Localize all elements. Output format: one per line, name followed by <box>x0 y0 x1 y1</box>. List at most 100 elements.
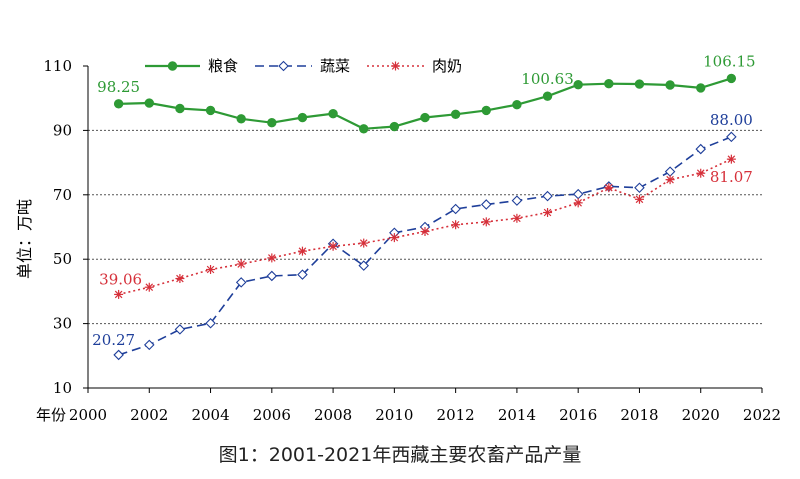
data-point <box>512 99 522 110</box>
data-point <box>696 83 706 93</box>
x-tick-label: 2004 <box>191 406 229 424</box>
data-point <box>481 105 491 116</box>
data-point <box>634 194 644 204</box>
data-point <box>543 208 553 218</box>
data-point <box>266 270 278 282</box>
data-point <box>664 166 676 177</box>
legend-label: 肉奶 <box>432 57 462 75</box>
data-point <box>450 203 461 215</box>
grid-lines <box>88 129 762 325</box>
data-point <box>206 265 216 275</box>
x-tick-label: 2016 <box>559 406 597 424</box>
data-point <box>696 168 706 178</box>
figure-caption: 图1：2001-2021年西藏主要农畜产品产量 <box>219 444 582 466</box>
y-tick-label: 70 <box>53 186 72 204</box>
legend-item-2: 肉奶 <box>367 57 462 75</box>
data-point <box>297 112 308 123</box>
data-point <box>450 109 461 120</box>
data-point <box>512 213 522 223</box>
data-point <box>604 183 614 193</box>
legend-label: 粮食 <box>208 57 238 75</box>
data-point <box>205 318 216 329</box>
data-point <box>144 98 154 108</box>
data-point <box>573 198 583 208</box>
data-label: 20.27 <box>92 331 135 349</box>
legend-item-0: 粮食 <box>145 57 238 75</box>
data-label: 81.07 <box>710 168 753 186</box>
data-point <box>143 339 155 351</box>
x-tick-label: 2012 <box>437 406 475 424</box>
data-point <box>665 80 675 90</box>
data-label: 98.25 <box>97 78 140 96</box>
data-point <box>573 79 583 90</box>
data-point <box>113 99 124 109</box>
data-point <box>391 61 400 71</box>
data-point <box>420 112 430 123</box>
data-point <box>278 60 289 72</box>
data-point <box>481 217 491 227</box>
x-tick-label: 2006 <box>253 406 291 424</box>
x-tick-label: 2014 <box>498 406 536 424</box>
data-point <box>328 108 338 119</box>
data-label: 106.15 <box>703 52 756 70</box>
legend: 粮食 蔬菜 肉奶 <box>145 57 462 75</box>
data-point <box>726 154 736 164</box>
data-point <box>359 124 369 134</box>
x-tick-label: 2008 <box>314 406 352 424</box>
series-layer <box>113 73 737 361</box>
data-point <box>634 182 645 193</box>
y-tick-label: 90 <box>53 121 72 139</box>
data-point <box>572 188 584 200</box>
data-point <box>665 175 675 185</box>
data-point <box>114 289 124 299</box>
data-point <box>236 114 246 124</box>
data-point <box>511 195 523 206</box>
series-line-2 <box>118 158 732 296</box>
data-point <box>175 103 185 114</box>
x-tick-label: 2000 <box>69 406 107 424</box>
data-point <box>389 121 400 132</box>
data-point <box>726 131 737 143</box>
data-point <box>144 282 154 292</box>
x-tick-label: 2022 <box>743 406 781 424</box>
legend-item-1: 蔬菜 <box>255 57 350 75</box>
data-point <box>297 246 307 256</box>
data-point <box>389 233 399 243</box>
legend-label: 蔬菜 <box>320 57 350 75</box>
data-point <box>420 227 430 237</box>
data-point <box>267 253 277 263</box>
data-label: 100.63 <box>521 70 574 88</box>
x-tick-label: 2020 <box>682 406 720 424</box>
x-tick-label: 2010 <box>375 406 413 424</box>
data-point <box>695 143 707 155</box>
data-point <box>451 220 461 230</box>
x-axis-label: 年份 <box>36 406 66 424</box>
x-tick-label: 2018 <box>620 406 658 424</box>
data-point <box>174 324 186 335</box>
y-tick-label: 110 <box>43 57 72 75</box>
data-point <box>167 61 178 71</box>
data-labels: 98.25 100.63 106.15 20.27 88.00 39.06 81.07 <box>92 52 755 349</box>
data-point <box>236 259 246 269</box>
data-point <box>175 274 185 284</box>
data-point <box>328 241 338 251</box>
data-label: 39.06 <box>99 270 142 288</box>
data-point <box>604 79 614 89</box>
data-point <box>358 260 370 271</box>
data-point <box>634 79 645 89</box>
data-point <box>359 238 369 248</box>
y-tick-label: 30 <box>53 315 72 333</box>
y-tick-label: 50 <box>53 250 72 268</box>
y-tick-label: 10 <box>53 379 72 397</box>
data-point <box>297 269 308 280</box>
data-point <box>205 105 216 116</box>
y-axis-label: 单位：万吨 <box>15 199 34 279</box>
data-point <box>480 199 492 210</box>
data-point <box>267 117 277 128</box>
data-point <box>542 190 553 202</box>
data-point <box>726 73 737 84</box>
data-point <box>542 91 553 101</box>
axes: 10 30 50 70 90 110 2000 2002 2004 2006 2008 2010 201… <box>36 57 781 424</box>
data-label: 88.00 <box>710 111 753 129</box>
